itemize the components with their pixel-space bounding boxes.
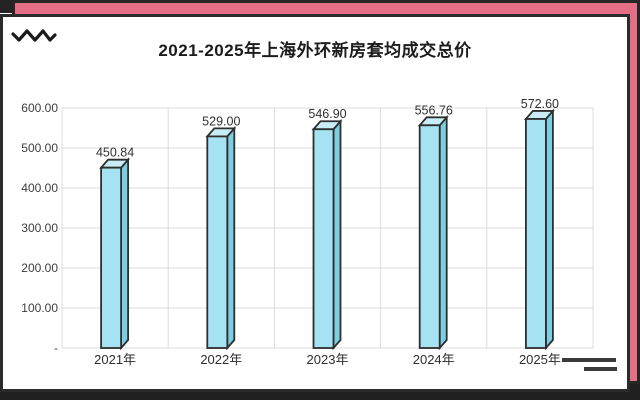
- bar-value-label: 450.84: [96, 146, 134, 160]
- bar-side-face: [226, 126, 236, 351]
- y-axis-tick-label: 500.00: [21, 141, 58, 155]
- bar-value-label: 546.90: [308, 107, 346, 121]
- double-underline-icon-line1: [562, 358, 616, 362]
- bar-side-face: [332, 118, 342, 351]
- y-axis-tick-label: -: [54, 341, 58, 355]
- bar-value-label: 556.76: [415, 103, 453, 117]
- bar-front-face: [312, 128, 335, 349]
- y-axis-tick-label: 200.00: [21, 261, 58, 275]
- zigzag-wave-icon: [11, 29, 57, 42]
- bar-front-face: [418, 124, 441, 349]
- bar-front-face: [206, 135, 229, 349]
- double-underline-icon-line2: [584, 367, 617, 371]
- x-axis-category-label: 2023年: [307, 352, 349, 367]
- bar-chart: 600.00 500.00 400.00 300.00 200.00 100.00 - 450…: [21, 97, 594, 367]
- bar-side-face: [120, 157, 129, 351]
- x-axis-category-label: 2025年: [519, 352, 561, 367]
- y-axis-tick-label: 400.00: [21, 181, 58, 195]
- chart-card: 2021-2025年上海外环新房套均成交总价 600.00 500.00 400.0…: [0, 14, 630, 392]
- bar-side-face: [545, 108, 554, 351]
- y-axis-tick-label: 300.00: [21, 221, 58, 235]
- bar-side-face: [438, 114, 448, 351]
- corner-accent-block: [0, 0, 13, 13]
- bar-front-face: [100, 166, 122, 349]
- bar-front-face: [525, 118, 547, 349]
- bar-value-label: 572.60: [521, 97, 559, 111]
- y-axis-tick-label: 600.00: [21, 101, 58, 115]
- x-axis-category-label: 2024年: [413, 352, 455, 367]
- y-axis-tick-label: 100.00: [21, 301, 58, 315]
- x-axis-category-label: 2022年: [200, 352, 242, 367]
- x-axis-category-label: 2021年: [94, 352, 136, 367]
- bar-value-label: 529.00: [202, 114, 240, 128]
- chart-title: 2021-2025年上海外环新房套均成交总价: [158, 41, 472, 60]
